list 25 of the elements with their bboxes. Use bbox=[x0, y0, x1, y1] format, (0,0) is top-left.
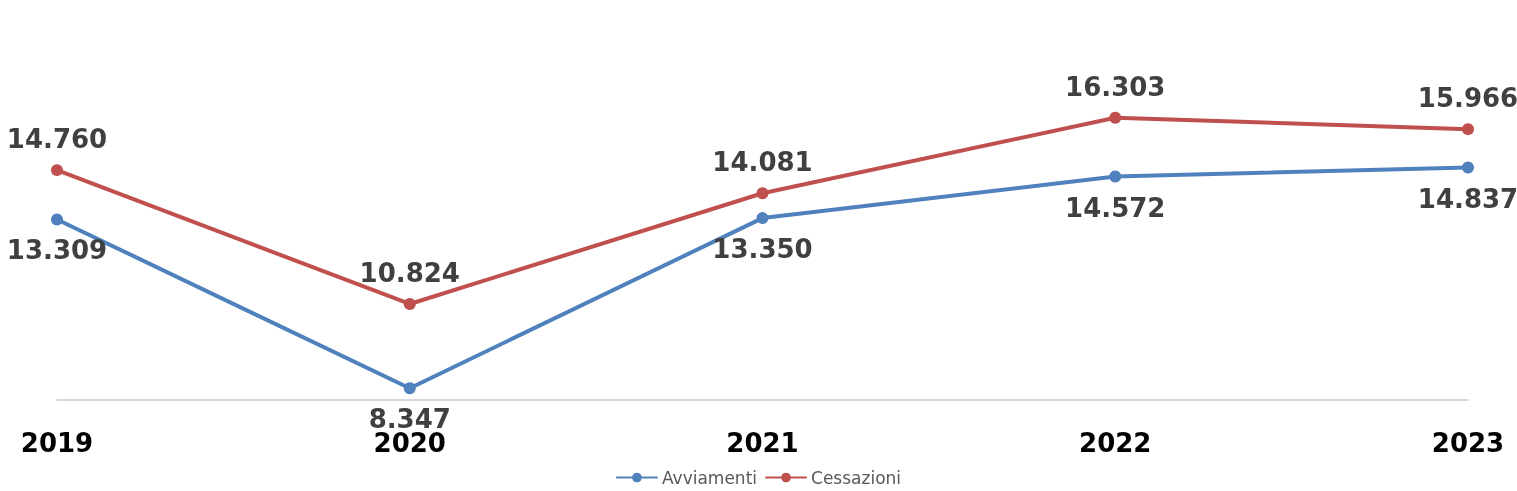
data-label: 14.572 bbox=[1065, 192, 1166, 223]
point bbox=[1462, 123, 1474, 136]
point bbox=[51, 213, 63, 226]
data-label: 15.966 bbox=[1417, 83, 1517, 114]
x-tick-label: 2019 bbox=[20, 428, 94, 458]
x-tick-label: 2023 bbox=[1431, 428, 1505, 458]
data-label: 14.760 bbox=[6, 124, 108, 155]
point bbox=[1109, 170, 1122, 183]
point bbox=[756, 212, 769, 225]
point bbox=[1109, 111, 1122, 124]
x-tick-label: 2022 bbox=[1079, 428, 1152, 458]
data-label: 13.350 bbox=[712, 234, 813, 265]
data-label: 16.303 bbox=[1065, 71, 1166, 102]
point bbox=[403, 382, 416, 395]
point bbox=[403, 297, 416, 310]
data-label: 13.309 bbox=[6, 235, 108, 266]
data-label: 14.081 bbox=[712, 147, 813, 178]
legend-label: Cessazioni bbox=[811, 467, 902, 488]
point bbox=[756, 187, 769, 200]
data-label: 10.824 bbox=[359, 257, 460, 288]
point bbox=[1462, 161, 1474, 174]
legend-label: Avviamenti bbox=[661, 467, 758, 488]
point bbox=[51, 164, 63, 177]
x-tick-label: 2021 bbox=[726, 428, 799, 458]
data-label: 14.837 bbox=[1417, 183, 1517, 214]
